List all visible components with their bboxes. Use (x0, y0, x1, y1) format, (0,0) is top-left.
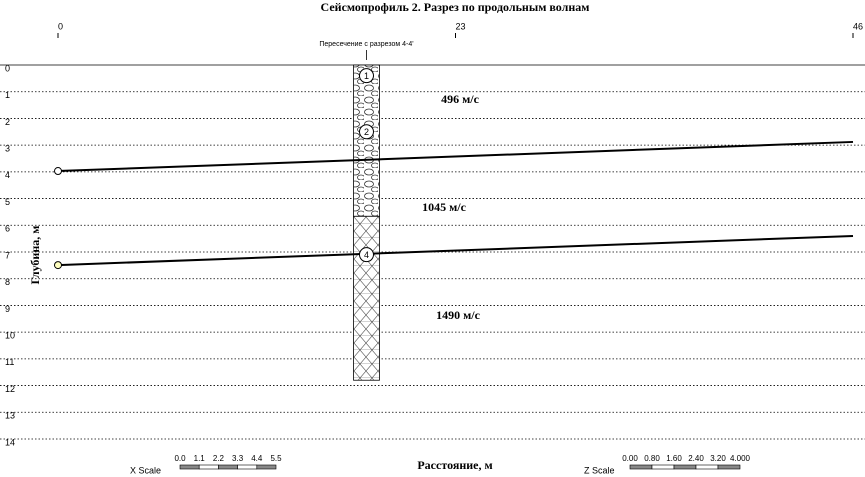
scale-tick-label: 4.000 (730, 454, 751, 463)
x-tick-label: 46 (853, 21, 863, 31)
scale-tick-label: 3.3 (232, 454, 244, 463)
borehole-bottom (353, 215, 380, 381)
borehole-top (353, 64, 380, 217)
layer-marker (358, 68, 374, 84)
y-tick-label: 0 (5, 63, 10, 73)
layer-marker-label: 1 (364, 71, 369, 81)
layer-marker-label: 4 (364, 250, 369, 260)
y-tick-label: 9 (5, 304, 10, 314)
chart-title: Сейсмопрофиль 2. Разрез по продольным во… (321, 0, 590, 14)
x-axis-label: Расстояние, м (417, 458, 492, 472)
y-tick-label: 13 (5, 411, 15, 421)
scale-segment (218, 464, 238, 470)
scale-tick-label: 2.40 (688, 454, 704, 463)
scale-tick-label: 5.5 (270, 454, 282, 463)
scale-title: X Scale (130, 465, 161, 475)
scale-tick-label: 2.2 (213, 454, 225, 463)
boundary-line (57, 234, 854, 267)
y-tick-label: 6 (5, 224, 10, 234)
velocity-label: 1045 м/с (422, 200, 467, 214)
scale-segment (695, 464, 719, 470)
scale-segment (179, 464, 200, 470)
y-tick-label: 8 (5, 277, 10, 287)
y-tick-label: 4 (5, 170, 10, 180)
scale-tick-label: 3.20 (710, 454, 726, 463)
scale-tick-label: 0.0 (174, 454, 186, 463)
scale-tick-label: 0.00 (622, 454, 638, 463)
scale-segment (256, 464, 277, 470)
boundary-node (54, 261, 62, 270)
y-tick-label: 14 (5, 437, 15, 447)
y-tick-label: 7 (5, 250, 10, 260)
y-tick-label: 1 (5, 90, 10, 100)
scale-segment (237, 464, 258, 470)
scale-tick-label: 0.80 (644, 454, 660, 463)
scale-tick-label: 4.4 (251, 454, 263, 463)
layer-marker (358, 247, 374, 263)
scale-segment (629, 464, 653, 470)
y-tick-label: 5 (5, 197, 10, 207)
scale-segment (717, 464, 741, 470)
scale-tick-label: 1.60 (666, 454, 682, 463)
y-tick-label: 11 (5, 357, 14, 367)
y-tick-label: 3 (5, 144, 10, 154)
scale-segment (673, 464, 697, 470)
y-tick-label: 10 (5, 331, 15, 341)
layer-marker (358, 124, 374, 140)
velocity-label: 1490 м/с (436, 308, 481, 322)
y-tick-label: 12 (5, 384, 15, 394)
velocity-label: 496 м/с (441, 92, 480, 106)
y-axis-label: Глубина, м (28, 226, 42, 285)
scale-segment (651, 464, 675, 470)
boundary-node (54, 167, 62, 176)
borehole-label: Пересечение с разрезом 4-4' (319, 41, 413, 48)
x-tick-label: 23 (456, 21, 466, 31)
boundary-line (57, 140, 854, 173)
scale-segment (198, 464, 219, 470)
x-tick-label: 0 (58, 21, 63, 31)
y-tick-label: 2 (5, 117, 10, 127)
scale-tick-label: 1.1 (194, 454, 206, 463)
layer-marker-label: 2 (364, 127, 369, 137)
scale-title: Z Scale (584, 465, 615, 475)
